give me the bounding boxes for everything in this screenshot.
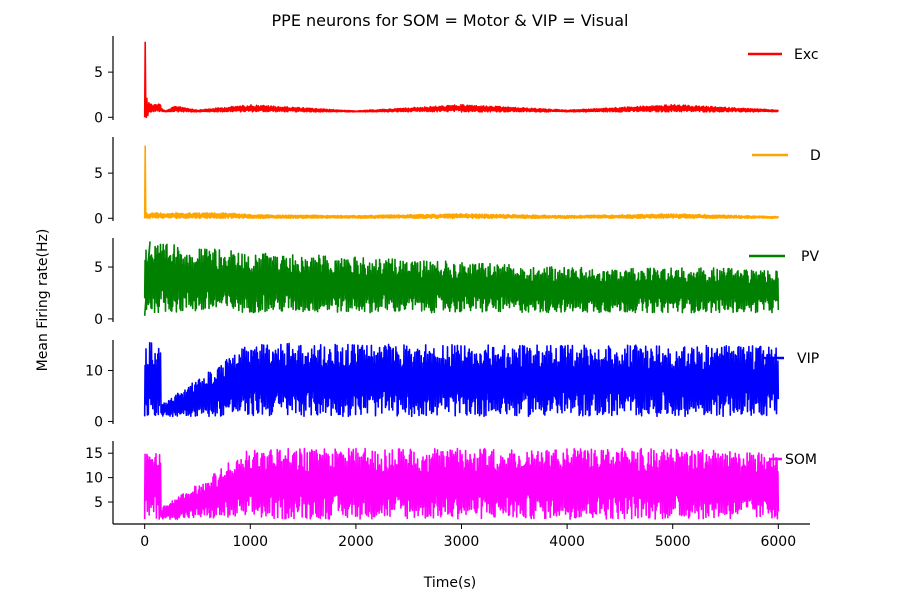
panel-exc: 0 5 Exc: [94, 36, 819, 126]
panels: 0 5 Exc 0 5 D 0 5 PV 0 10 VIP 5 10 15 SOM 0 1000 2000 3000 4…: [85, 36, 821, 550]
legend-vip: VIP: [763, 351, 819, 367]
legend-label-pv: PV: [801, 249, 819, 265]
panel-vip: 0 10 VIP: [85, 340, 819, 430]
y-tick-label-som: 10: [85, 471, 103, 487]
y-tick-label-pv: 5: [94, 260, 103, 276]
legend-label-som: SOM: [785, 452, 817, 468]
legend-label-d: D: [810, 148, 821, 164]
y-tick-label-exc: 5: [94, 65, 103, 81]
y-tick-label-vip: 0: [94, 414, 103, 430]
chart-title: PPE neurons for SOM = Motor & VIP = Visu…: [272, 11, 629, 30]
legend-label-vip: VIP: [797, 351, 819, 367]
x-tick-label: 3000: [444, 534, 480, 550]
legend-som: SOM: [771, 452, 817, 468]
y-tick-label-exc: 0: [94, 110, 103, 126]
series-pv: [143, 241, 780, 316]
x-tick-label: 0: [140, 534, 149, 550]
series-vip: [143, 341, 780, 418]
legend-d: D: [752, 148, 821, 164]
x-tick-label: 5000: [655, 534, 691, 550]
series-som: [143, 447, 780, 520]
x-tick-label: 2000: [338, 534, 374, 550]
y-tick-label-vip: 10: [85, 364, 103, 380]
x-tick-label: 1000: [232, 534, 268, 550]
x-axis: 0 1000 2000 3000 4000 5000 6000: [113, 523, 810, 550]
y-tick-label-d: 5: [94, 166, 103, 182]
x-tick-label: 6000: [760, 534, 796, 550]
legend-label-exc: Exc: [794, 47, 819, 63]
y-tick-label-som: 5: [94, 495, 103, 511]
y-tick-label-pv: 0: [94, 312, 103, 328]
y-tick-label-som: 15: [85, 446, 103, 462]
y-axis-label: Mean Firing rate(Hz): [35, 229, 51, 372]
series-exc: [143, 41, 780, 119]
panel-som: 5 10 15 SOM: [85, 441, 817, 524]
panel-d: 0 5 D: [94, 137, 821, 227]
panel-pv: 0 5 PV: [94, 238, 819, 328]
x-axis-label: Time(s): [423, 575, 476, 591]
x-tick-label: 4000: [549, 534, 585, 550]
legend-exc: Exc: [748, 47, 819, 63]
series-d: [143, 145, 780, 220]
y-tick-label-d: 0: [94, 211, 103, 227]
legend-pv: PV: [749, 249, 819, 265]
